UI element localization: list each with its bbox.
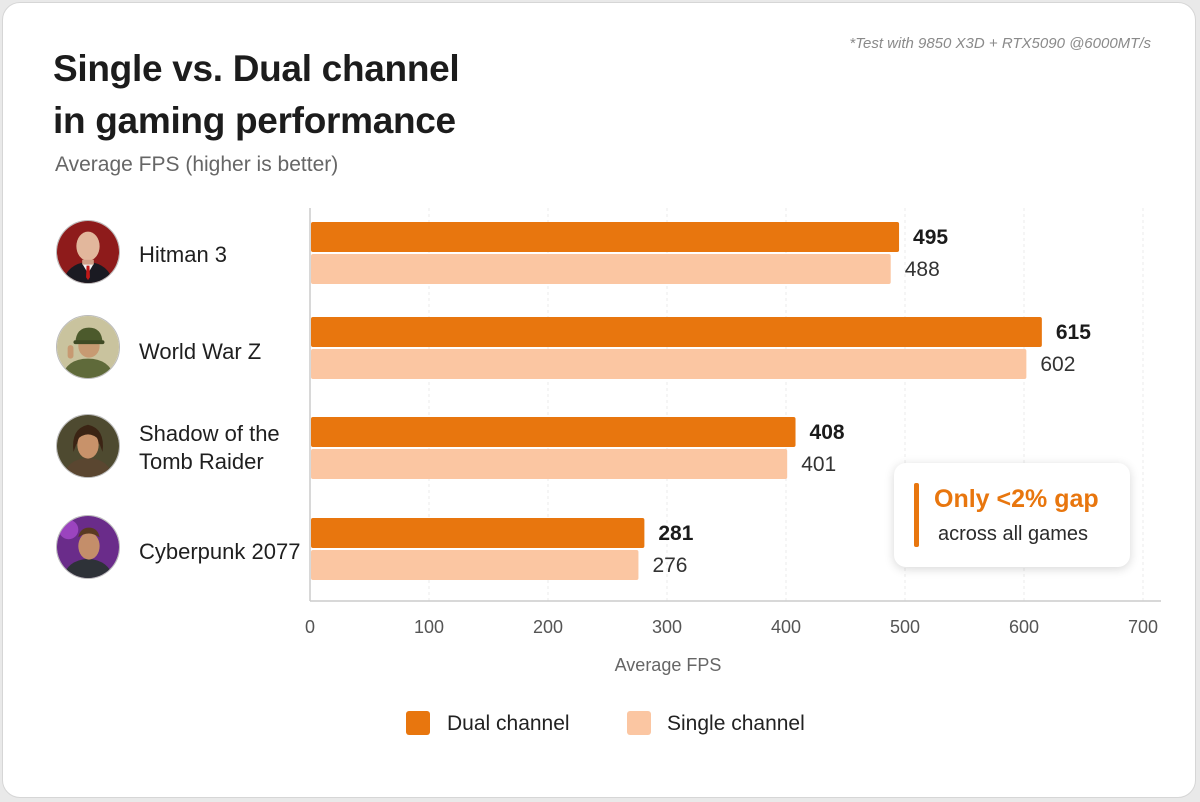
hitman-avatar-icon xyxy=(56,220,120,284)
callout-accent-bar xyxy=(914,483,919,547)
x-tick-label: 600 xyxy=(1009,617,1039,637)
legend-label-dual: Dual channel xyxy=(447,712,570,735)
legend-swatch-dual xyxy=(406,711,430,735)
value-label-single: 488 xyxy=(905,258,940,281)
bar-single-channel xyxy=(311,449,788,479)
game-label-line: World War Z xyxy=(139,339,262,364)
value-label-dual: 281 xyxy=(658,522,693,545)
game-label-line: Cyberpunk 2077 xyxy=(139,539,301,564)
game-label-line: Tomb Raider xyxy=(139,449,264,474)
bar-single-channel xyxy=(311,254,891,284)
bar-single-channel xyxy=(311,349,1027,379)
x-tick-label: 400 xyxy=(771,617,801,637)
chart-title-line2: in gaming performance xyxy=(53,100,456,141)
lara-avatar-icon xyxy=(56,414,120,478)
value-label-single: 276 xyxy=(652,554,687,577)
bar-single-channel xyxy=(311,550,639,580)
bar-chart: 0 100 200 300 400 500 600 700 495 488 615 602 408 401… xyxy=(305,208,1161,675)
value-label-dual: 495 xyxy=(913,226,948,249)
game-label-line: Shadow of the xyxy=(139,421,280,446)
game-label-world-war-z: World War Z xyxy=(139,338,309,366)
value-label-single: 401 xyxy=(801,453,836,476)
soldier-avatar-icon xyxy=(56,315,120,379)
chart-title-line1: Single vs. Dual channel xyxy=(53,48,460,89)
value-label-dual: 408 xyxy=(810,421,845,444)
chart-title: Single vs. Dual channel in gaming perfor… xyxy=(53,43,460,147)
bar-dual-channel xyxy=(311,518,645,548)
x-tick-label: 0 xyxy=(305,617,315,637)
bar-dual-channel xyxy=(311,417,796,447)
callout-main-text: Only <2% gap xyxy=(934,485,1099,513)
test-footnote: *Test with 9850 X3D + RTX5090 @6000MT/s xyxy=(849,35,1151,52)
x-tick-label: 100 xyxy=(414,617,444,637)
bar-dual-channel xyxy=(311,222,900,252)
x-tick-label: 300 xyxy=(652,617,682,637)
x-tick-label: 700 xyxy=(1128,617,1158,637)
game-label-hitman: Hitman 3 xyxy=(139,241,309,269)
gap-callout: Only <2% gap across all games xyxy=(894,463,1130,567)
bar-dual-channel xyxy=(311,317,1042,347)
chart-subtitle: Average FPS (higher is better) xyxy=(55,153,339,176)
value-label-single: 602 xyxy=(1040,353,1075,376)
legend-swatch-single xyxy=(627,711,651,735)
cyberpunk-avatar-icon xyxy=(56,515,120,579)
x-tick-label: 200 xyxy=(533,617,563,637)
x-tick-label: 500 xyxy=(890,617,920,637)
game-label-tomb-raider: Shadow of the Tomb Raider xyxy=(139,420,309,476)
game-label-line: Hitman 3 xyxy=(139,242,228,267)
value-label-dual: 615 xyxy=(1056,321,1091,344)
callout-sub-text: across all games xyxy=(938,523,1089,545)
game-label-cyberpunk: Cyberpunk 2077 xyxy=(139,538,309,566)
legend-label-single: Single channel xyxy=(667,712,805,735)
x-axis-title: Average FPS xyxy=(615,655,722,675)
